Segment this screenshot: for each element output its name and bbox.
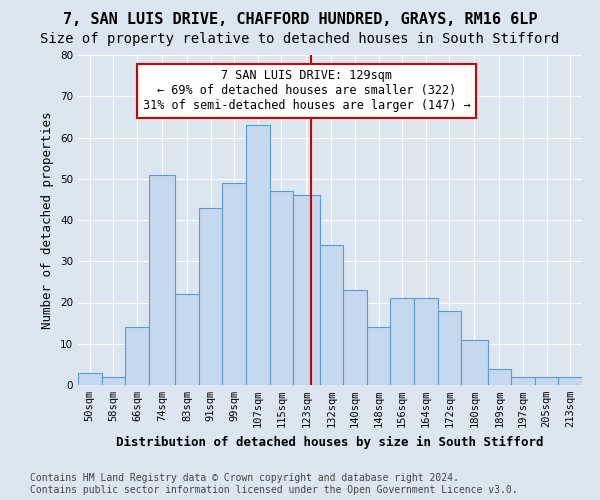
Text: Contains HM Land Registry data © Crown copyright and database right 2024.
Contai: Contains HM Land Registry data © Crown c… bbox=[30, 474, 518, 495]
Bar bbox=[199, 208, 223, 385]
Bar bbox=[175, 294, 199, 385]
Bar bbox=[223, 183, 246, 385]
Bar bbox=[391, 298, 414, 385]
Bar bbox=[78, 372, 101, 385]
X-axis label: Distribution of detached houses by size in South Stifford: Distribution of detached houses by size … bbox=[116, 436, 544, 449]
Bar bbox=[461, 340, 488, 385]
Bar bbox=[149, 174, 175, 385]
Bar bbox=[125, 327, 149, 385]
Bar bbox=[293, 195, 320, 385]
Text: 7, SAN LUIS DRIVE, CHAFFORD HUNDRED, GRAYS, RM16 6LP: 7, SAN LUIS DRIVE, CHAFFORD HUNDRED, GRA… bbox=[63, 12, 537, 28]
Bar bbox=[343, 290, 367, 385]
Bar bbox=[511, 377, 535, 385]
Bar bbox=[559, 377, 582, 385]
Bar bbox=[320, 244, 343, 385]
Bar bbox=[367, 327, 391, 385]
Bar bbox=[246, 125, 269, 385]
Bar bbox=[269, 191, 293, 385]
Bar bbox=[437, 310, 461, 385]
Bar bbox=[414, 298, 437, 385]
Text: Size of property relative to detached houses in South Stifford: Size of property relative to detached ho… bbox=[40, 32, 560, 46]
Bar bbox=[488, 368, 511, 385]
Y-axis label: Number of detached properties: Number of detached properties bbox=[41, 112, 55, 329]
Text: 7 SAN LUIS DRIVE: 129sqm
← 69% of detached houses are smaller (322)
31% of semi-: 7 SAN LUIS DRIVE: 129sqm ← 69% of detach… bbox=[143, 70, 470, 112]
Bar bbox=[535, 377, 559, 385]
Bar bbox=[101, 377, 125, 385]
